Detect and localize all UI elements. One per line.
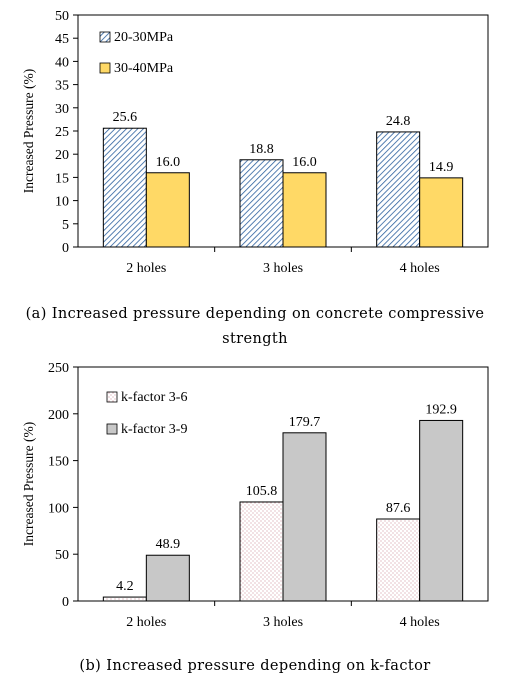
x-tick-label: 4 holes	[400, 615, 440, 630]
data-label: 87.6	[386, 501, 411, 516]
bar	[145, 554, 190, 602]
bar	[102, 596, 147, 602]
y-tick-label: 200	[48, 408, 69, 423]
y-tick-label: 150	[48, 455, 69, 470]
bar	[239, 159, 284, 248]
y-tick-label: 0	[62, 595, 69, 610]
y-axis-label: Increased Pressure (%)	[21, 69, 36, 193]
y-tick-label: 40	[55, 55, 69, 70]
x-tick-label: 2 holes	[126, 261, 166, 276]
data-label: 25.6	[113, 110, 138, 125]
data-label: 16.0	[292, 155, 317, 170]
chart-a: 0 5 10 15 20 25 30 35 40 45 50 Increased Pressure (…	[21, 9, 489, 276]
y-tick-label: 10	[55, 195, 69, 210]
bar	[239, 501, 284, 602]
y-tick-label: 0	[62, 241, 69, 256]
chart-a-caption-line1: (a) Increased pressure depending on conc…	[26, 306, 485, 322]
y-tick-label: 15	[55, 171, 69, 186]
y-axis-label: Increased Pressure (%)	[21, 422, 36, 546]
legend-swatch	[99, 62, 111, 74]
y-tick-label: 50	[55, 9, 69, 24]
y-tick-label: 45	[55, 32, 69, 47]
data-label: 48.9	[156, 537, 181, 552]
y-tick-label: 50	[55, 548, 69, 563]
legend-label: 30-40MPa	[114, 61, 174, 76]
y-tick-label: 35	[55, 79, 69, 94]
y-tick-label: 250	[48, 361, 69, 376]
bar	[145, 172, 190, 248]
bar	[102, 127, 147, 248]
chart-a-caption-line2: strength	[222, 331, 288, 347]
bar	[419, 419, 464, 602]
x-tick-label: 2 holes	[126, 615, 166, 630]
legend-label: k-factor 3-6	[121, 390, 187, 405]
x-tick-label: 4 holes	[400, 261, 440, 276]
data-label: 14.9	[429, 160, 454, 175]
chart-b: 0 50 100 150 200 250 Increased Pressure (%) 2 h…	[21, 361, 489, 630]
legend-swatch	[106, 391, 118, 403]
bar	[282, 172, 327, 248]
y-tick-label: 25	[55, 125, 69, 140]
legend-swatch	[106, 423, 118, 435]
x-tick-label: 3 holes	[263, 615, 303, 630]
y-tick-label: 5	[62, 218, 69, 233]
y-tick-label: 30	[55, 102, 69, 117]
y-tick-label: 100	[48, 501, 69, 516]
legend-label: 20-30MPa	[114, 30, 174, 45]
data-label: 179.7	[289, 415, 321, 430]
data-label: 24.8	[386, 114, 411, 129]
bar	[419, 177, 464, 248]
data-label: 18.8	[249, 142, 274, 157]
data-label: 192.9	[425, 402, 457, 417]
bar	[376, 518, 421, 602]
chart-b-caption-line1: (b) Increased pressure depending on k-fa…	[79, 658, 430, 674]
x-tick-label: 3 holes	[263, 261, 303, 276]
data-label: 105.8	[246, 484, 278, 499]
bar	[376, 131, 421, 248]
legend-swatch	[99, 31, 111, 43]
bar	[282, 432, 327, 602]
legend-label: k-factor 3-9	[121, 422, 187, 437]
y-tick-label: 20	[55, 148, 69, 163]
data-label: 16.0	[156, 155, 181, 170]
data-label: 4.2	[116, 579, 134, 594]
